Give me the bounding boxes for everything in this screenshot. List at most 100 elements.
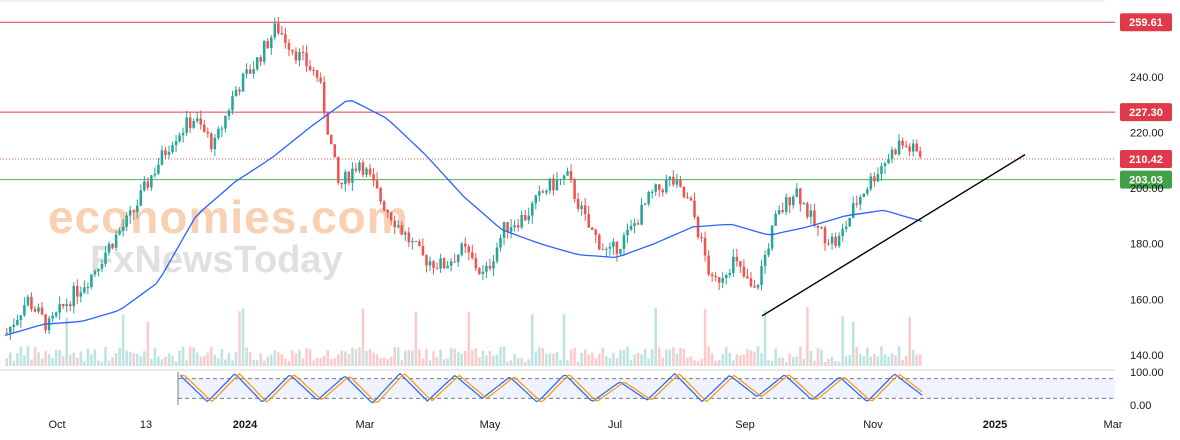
candle-body <box>418 241 421 247</box>
volume-bar <box>767 360 770 366</box>
volume-bar <box>181 346 185 366</box>
candle-body <box>326 113 329 135</box>
candle-body <box>612 241 615 247</box>
volume-bar <box>901 360 904 366</box>
candle-body <box>54 312 58 316</box>
volume-bar <box>866 347 869 366</box>
candles[interactable] <box>5 16 922 341</box>
volume-bar <box>446 358 449 366</box>
volume-bar <box>132 353 135 366</box>
candle-body <box>382 201 386 211</box>
volume-bar <box>252 359 255 366</box>
volume-bar <box>904 355 908 366</box>
candle-body <box>799 188 802 205</box>
candle-body <box>9 326 12 333</box>
volume-bar <box>400 360 404 366</box>
volume-bar <box>717 359 721 366</box>
volume-bar <box>619 349 622 366</box>
time-axis[interactable]: Oct 13 2024 Mar May Jul Sep Nov 2025 Mar <box>48 419 1122 431</box>
volume-bar <box>210 347 213 366</box>
candle-body <box>432 261 435 268</box>
volume-bar <box>880 346 883 366</box>
candle-body <box>396 225 400 228</box>
candle-body <box>650 191 654 193</box>
candle-body <box>217 129 220 138</box>
stochastic-band <box>178 378 1115 399</box>
volume-bar <box>643 348 647 366</box>
volume-bar <box>224 359 227 366</box>
volume-bar <box>79 351 83 366</box>
candle-body <box>393 220 396 228</box>
candle-body <box>30 296 33 309</box>
candle-body <box>827 243 830 245</box>
volume-bar <box>411 350 414 366</box>
candle-body <box>135 205 139 212</box>
candle-body <box>372 174 375 181</box>
volume-bar <box>710 353 714 366</box>
volume-bar <box>774 348 777 366</box>
candle-body <box>749 278 753 287</box>
price-tick-label: 240.00 <box>1130 72 1164 84</box>
volume-bar <box>509 360 513 366</box>
trendline[interactable] <box>761 154 1026 317</box>
volume-bar <box>93 349 97 366</box>
volume-bar <box>464 350 467 366</box>
volume-bar <box>287 360 291 366</box>
candle-body <box>594 229 598 235</box>
candle-body <box>626 229 629 236</box>
volume-bar <box>280 354 284 366</box>
volume-bar <box>830 357 834 366</box>
candle-body <box>340 182 344 185</box>
volume-bar <box>724 347 728 366</box>
volume-bar <box>294 353 298 366</box>
volume-bar <box>622 350 626 366</box>
candle-body <box>654 184 657 192</box>
volume-bar <box>213 354 217 366</box>
price-axis[interactable]: 140.00 160.00 180.00 200.00 220.00 240.00 <box>1130 72 1164 362</box>
candle-body <box>68 304 72 307</box>
candle-body <box>40 307 44 315</box>
volume-bar <box>499 346 502 366</box>
volume-bar <box>647 358 650 366</box>
candle-body <box>792 196 795 206</box>
candle-body <box>700 236 703 238</box>
candle-body <box>270 37 273 49</box>
volume-bar <box>231 360 234 366</box>
candle-body <box>19 315 23 321</box>
candle-body <box>834 236 837 246</box>
candle-body <box>538 191 541 196</box>
candle-body <box>404 232 407 235</box>
price-tick-label: 180.00 <box>1130 239 1164 251</box>
volume-bar <box>160 359 164 366</box>
candle-body <box>841 228 844 236</box>
volume-bar <box>583 349 587 366</box>
candle-body <box>724 275 728 279</box>
volume-bar <box>386 359 389 366</box>
candle-body <box>661 189 665 193</box>
candle-body <box>188 117 192 128</box>
volume-bar <box>407 349 411 366</box>
volume-bar <box>555 351 559 366</box>
candle-body <box>358 162 361 171</box>
candle-body <box>633 223 636 226</box>
candle-body <box>573 179 576 199</box>
volume-bar <box>735 354 739 366</box>
volume-bar <box>16 353 19 366</box>
candle-body <box>178 135 181 142</box>
volume-bar <box>393 346 396 366</box>
volume-bar <box>404 350 407 366</box>
candle-body <box>908 146 911 152</box>
candle-body <box>844 226 848 229</box>
volume-bar <box>911 349 915 366</box>
level-badge-210.42 <box>1120 150 1172 169</box>
volume-bar <box>220 348 224 366</box>
volume-bar <box>178 350 181 366</box>
candle-body <box>682 186 686 198</box>
candle-body <box>407 232 411 243</box>
volume-bar <box>47 354 51 366</box>
candle-body <box>467 246 471 253</box>
volume-bar <box>301 358 305 366</box>
candle-body <box>344 171 347 185</box>
candle-body <box>259 57 262 62</box>
